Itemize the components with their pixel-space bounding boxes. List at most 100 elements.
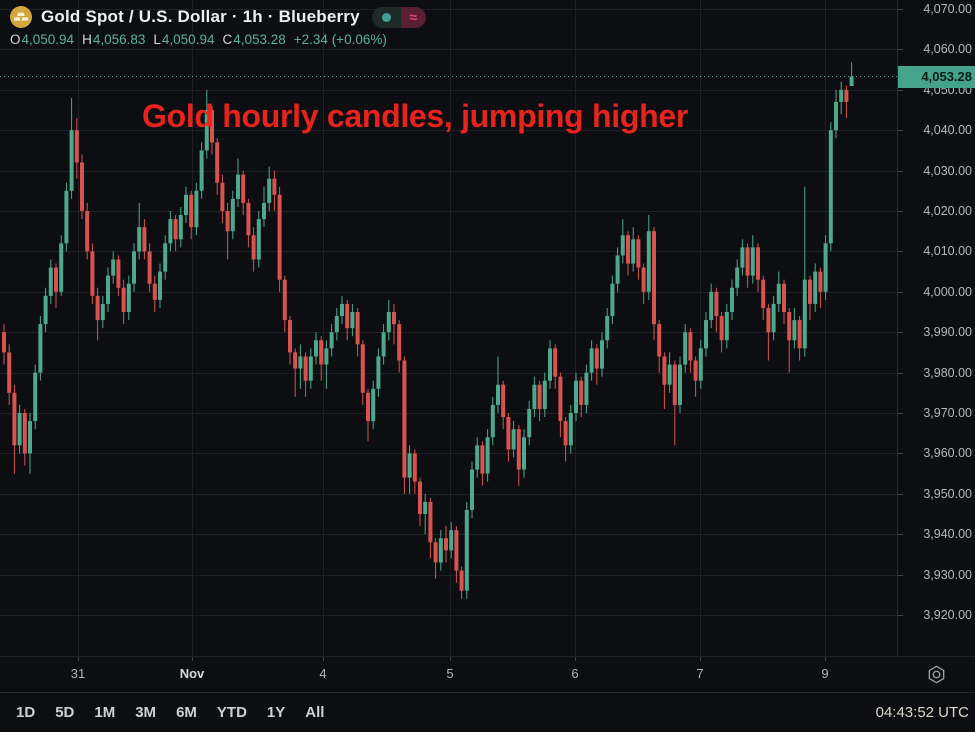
candle-body: [423, 501, 428, 514]
candle-body: [137, 227, 142, 252]
candle-body: [735, 267, 740, 288]
candle-body: [308, 356, 313, 381]
candle-body: [324, 348, 329, 365]
candle-body: [834, 101, 838, 131]
time-tick: [78, 657, 79, 661]
candle-body: [678, 364, 682, 405]
candle-body: [121, 287, 126, 312]
time-axis[interactable]: 31 Nov 4 5 6 7 9: [0, 656, 975, 692]
range-button-6m[interactable]: 6M: [176, 704, 197, 721]
time-label: 5: [446, 666, 454, 681]
candle-body: [251, 235, 256, 260]
candle-body: [163, 243, 168, 272]
candle-body: [194, 190, 199, 228]
candle-body: [293, 352, 298, 369]
range-button-1y[interactable]: 1Y: [266, 704, 286, 721]
candle-body: [496, 384, 500, 405]
candle-body: [256, 219, 261, 260]
candle-body: [693, 360, 698, 381]
clock[interactable]: 04:43:52 UTC: [875, 704, 969, 721]
price-tick: 4,040.00: [923, 123, 972, 138]
candle-body: [189, 194, 194, 228]
candle-body: [527, 408, 532, 438]
range-button-1d[interactable]: 1D: [16, 704, 36, 721]
candle-body: [615, 255, 620, 284]
candle-body: [69, 130, 74, 191]
market-status-pill[interactable]: ≈: [371, 6, 426, 28]
price-tick: 3,980.00: [923, 365, 972, 380]
candle-body: [745, 247, 750, 276]
candle-body: [132, 251, 136, 284]
range-button-all[interactable]: All: [305, 704, 325, 721]
candle-body: [501, 384, 506, 418]
candle-body: [355, 312, 360, 345]
candle-body: [225, 211, 230, 232]
candle-body: [667, 364, 672, 385]
candle-body: [766, 307, 771, 333]
candle-body: [381, 332, 386, 357]
time-label: 31: [70, 666, 86, 681]
candle-body: [386, 312, 391, 333]
candle-body: [537, 384, 542, 409]
candle-body: [230, 198, 235, 232]
candle-body: [340, 303, 344, 317]
candle-body: [709, 291, 714, 321]
candle-body: [776, 283, 781, 304]
candle-body: [839, 89, 844, 102]
candle-body: [631, 239, 636, 264]
candle-body: [698, 348, 703, 381]
candle-body: [485, 437, 490, 474]
candle-body: [438, 538, 443, 563]
close-value: 4,053.28: [233, 32, 286, 47]
range-button-3m[interactable]: 3M: [135, 704, 157, 721]
candle-body: [563, 421, 568, 446]
price-tick-dash: [898, 373, 903, 374]
candle-body: [412, 453, 417, 482]
time-label: 4: [319, 666, 327, 681]
candle-body: [730, 287, 734, 312]
symbol-title[interactable]: Gold Spot / U.S. Dollar · 1h · Blueberry: [41, 7, 360, 26]
candle-body: [90, 251, 95, 296]
status-segment: [371, 6, 401, 28]
candle-body: [376, 356, 381, 389]
candle-body: [823, 243, 828, 292]
candle-body: [454, 530, 459, 571]
candle-body: [584, 372, 589, 405]
candle-body: [589, 348, 594, 373]
candle-body: [542, 380, 547, 409]
price-axis[interactable]: 4,053.28 4,070.00 4,060.00 4,050.00 4,040.0…: [897, 0, 975, 656]
price-tick-dash: [898, 90, 903, 91]
price-tick: 3,950.00: [923, 486, 972, 501]
candle-body: [657, 324, 662, 357]
candle-body: [267, 178, 272, 203]
candle-body: [813, 271, 818, 304]
chart-area[interactable]: Gold Spot / U.S. Dollar · 1h · Blueberry…: [0, 0, 897, 656]
candle-body: [147, 251, 152, 284]
candle-body: [397, 324, 402, 361]
price-tick-dash: [898, 292, 903, 293]
price-tick-dash: [898, 49, 903, 50]
candle-body: [210, 110, 214, 143]
candle-body: [22, 413, 27, 454]
candle-body: [459, 570, 464, 591]
candle-body: [480, 445, 485, 474]
candle-body: [329, 332, 334, 349]
candle-body: [298, 356, 303, 369]
candle-body: [808, 279, 812, 304]
range-button-ytd[interactable]: YTD: [216, 704, 247, 721]
candle-body: [246, 202, 251, 236]
symbol-legend: Gold Spot / U.S. Dollar · 1h · Blueberry…: [10, 5, 426, 47]
candle-body: [428, 501, 433, 543]
range-button-1m[interactable]: 1M: [94, 704, 116, 721]
range-button-5d[interactable]: 5D: [55, 704, 75, 721]
axis-settings-gear-icon[interactable]: [926, 664, 947, 685]
candle-body: [116, 259, 121, 288]
candle-body: [802, 279, 807, 349]
candlestick-chart[interactable]: [0, 0, 897, 656]
candle-body: [319, 340, 324, 365]
high-label: H: [82, 32, 92, 47]
close-label: C: [222, 32, 233, 47]
candle-body: [43, 295, 48, 325]
candle-body: [85, 211, 90, 252]
